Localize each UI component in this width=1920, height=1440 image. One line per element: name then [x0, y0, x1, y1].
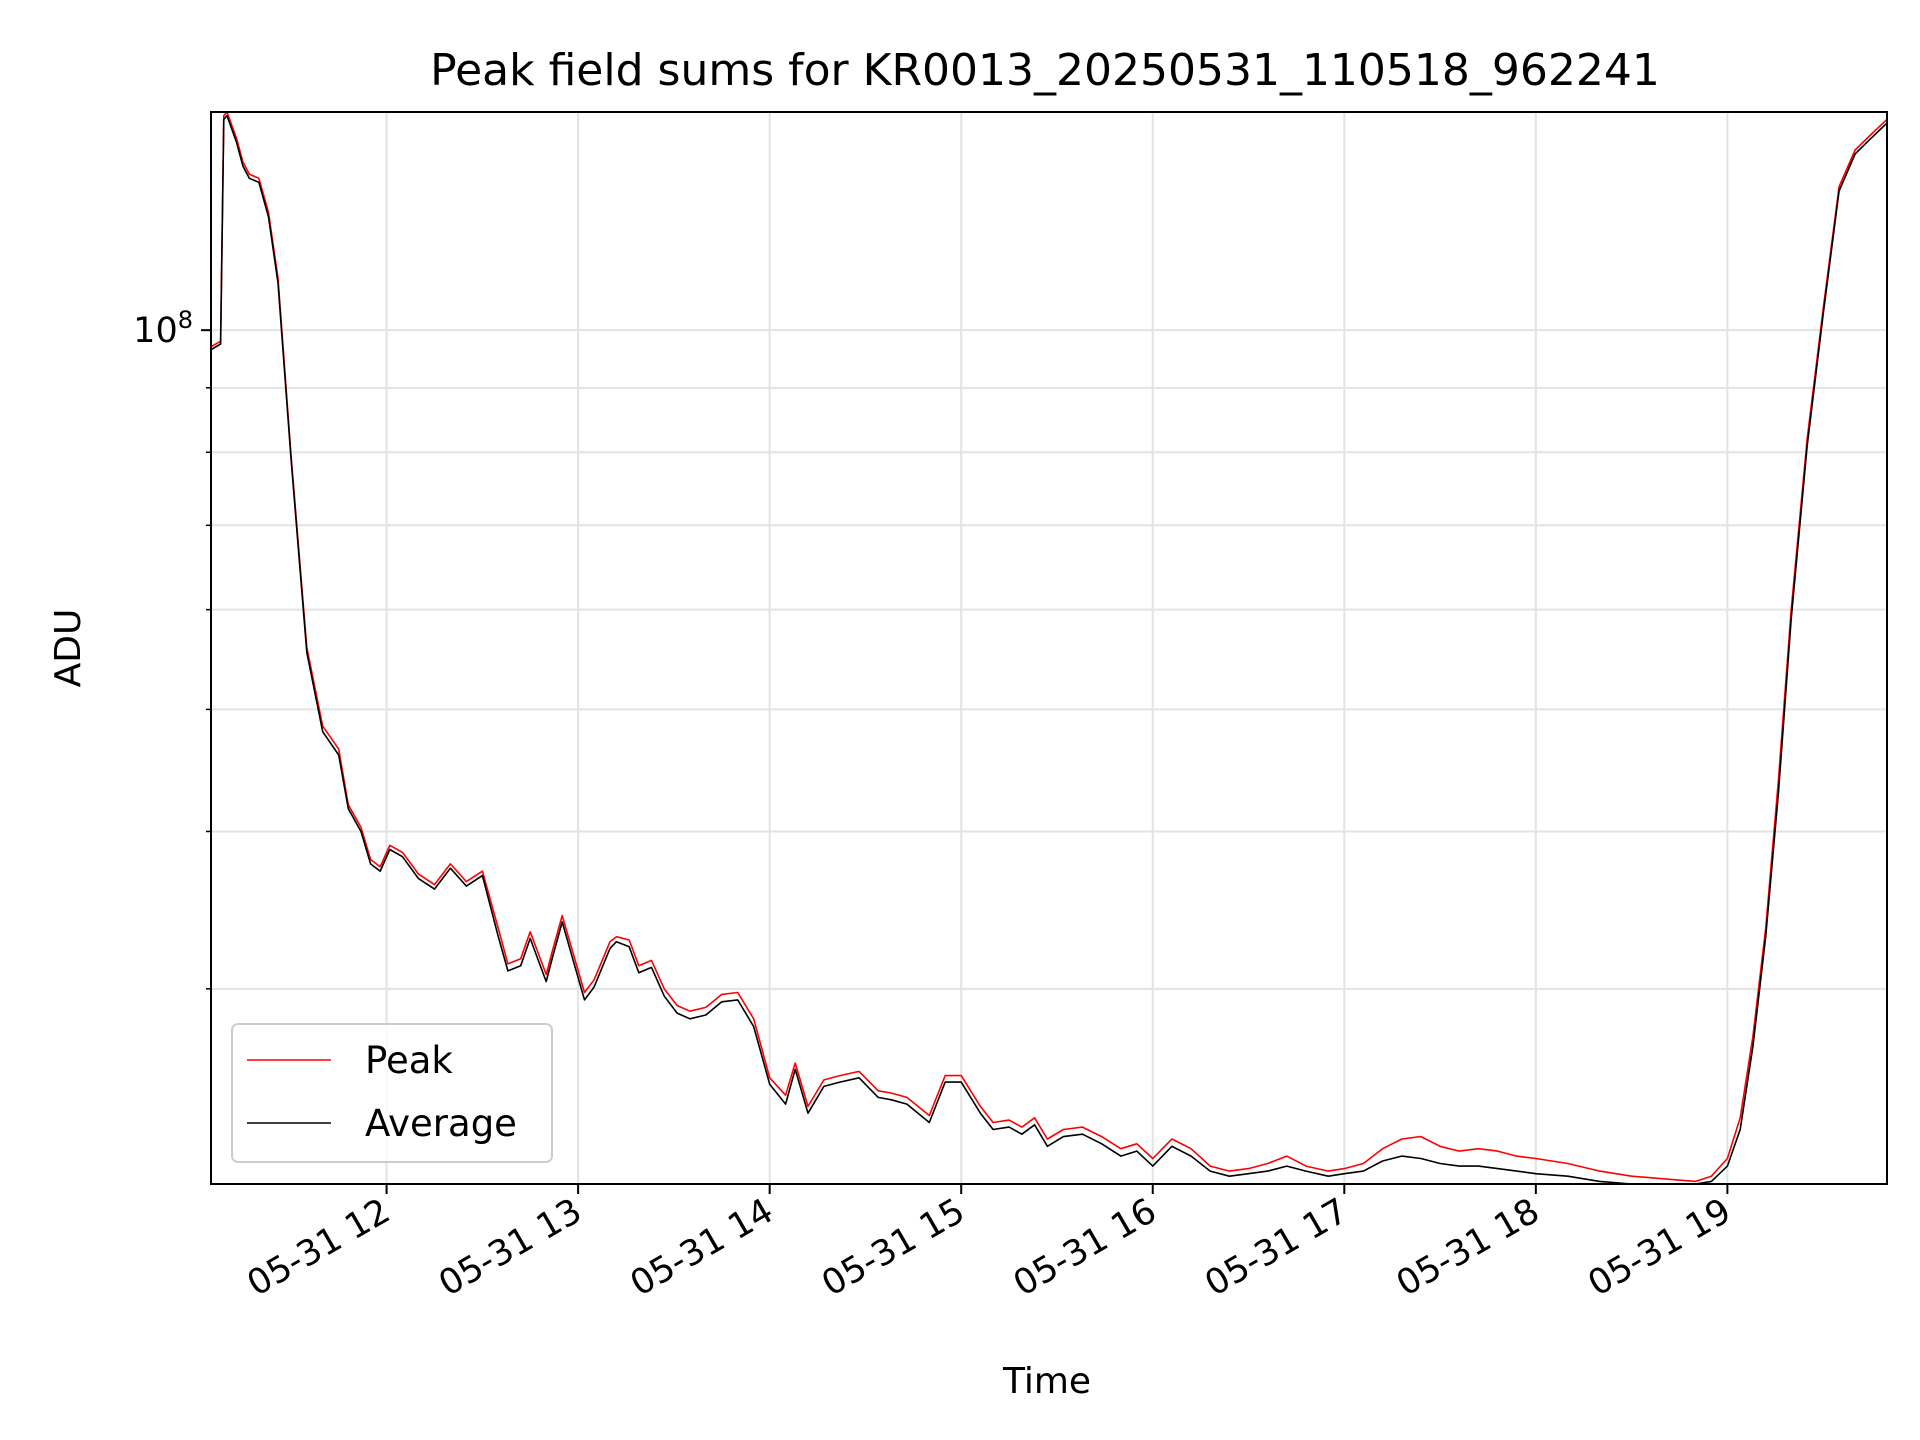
legend-label-average: Average: [365, 1102, 517, 1145]
grid: [211, 112, 1887, 1184]
legend: Peak Average: [231, 1023, 553, 1163]
y-tick-label: 108: [133, 306, 193, 351]
series-line-average: [210, 114, 1888, 1185]
chart-title: Peak field sums for KR0013_20250531_1105…: [430, 45, 1660, 96]
plot-area-frame: [210, 111, 1888, 1185]
legend-box: [231, 1023, 553, 1163]
x-axis-label: Time: [1002, 1361, 1091, 1402]
series-line-peak: [210, 111, 1888, 1183]
plot-lines: [210, 111, 1888, 1185]
y-axis-label: ADU: [48, 609, 89, 688]
legend-label-peak: Peak: [365, 1039, 453, 1082]
